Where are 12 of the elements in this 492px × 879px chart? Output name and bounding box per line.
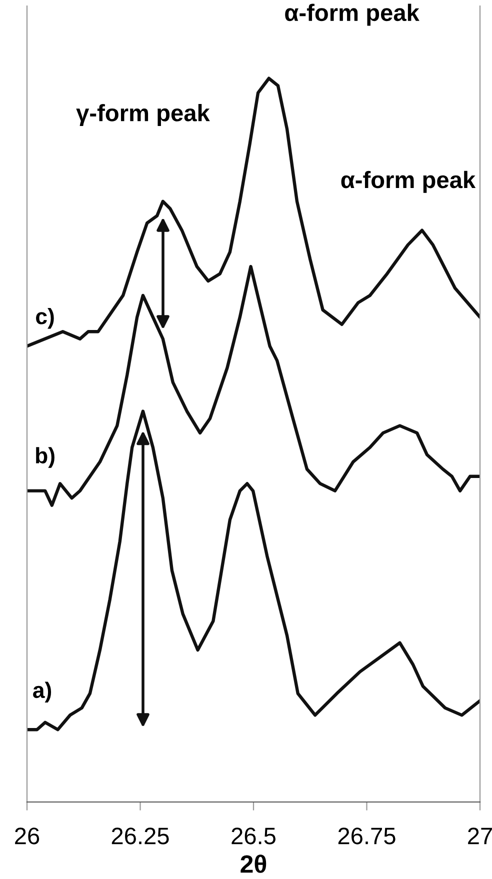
series-label: b)	[36, 447, 54, 468]
annotation: γ-form peak	[76, 104, 210, 126]
x-tick-label: 26.25	[112, 828, 169, 844]
x-tick-label: 26	[15, 828, 40, 844]
annotation: α-form peak	[341, 170, 476, 193]
x-tick-label: 27	[468, 828, 492, 844]
text: α-form peak	[285, 4, 420, 26]
x-tick-label: 26.75	[338, 828, 396, 844]
x-tick-label: 26.5	[232, 828, 276, 844]
x-axis-title: 2θ	[240, 854, 266, 873]
series-label: a)	[33, 682, 52, 702]
series-label: c)	[36, 308, 54, 329]
